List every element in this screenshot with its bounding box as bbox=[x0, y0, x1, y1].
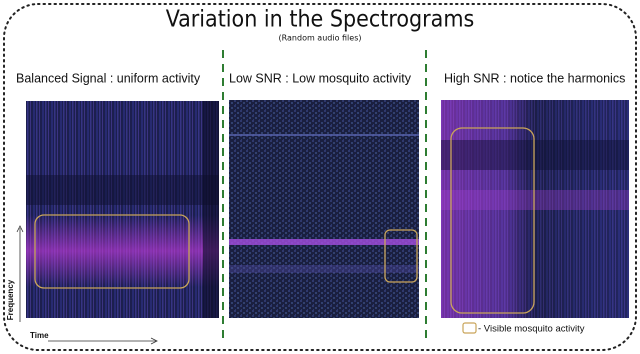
legend-label: - Visible mosquito activity bbox=[478, 324, 585, 335]
panel-label: Low SNR : Low mosquito activity bbox=[229, 71, 412, 85]
spectrogram bbox=[441, 100, 629, 318]
highlight-box bbox=[34, 214, 190, 289]
arrow-head bbox=[16, 225, 24, 233]
arrow-head bbox=[150, 337, 158, 345]
frequency-label: Frequency bbox=[6, 279, 15, 320]
spectrogram bbox=[229, 100, 419, 318]
spectrogram bbox=[26, 101, 219, 318]
subtitle: (Random audio files) bbox=[279, 34, 362, 43]
highlight-box bbox=[450, 127, 535, 314]
legend-swatch bbox=[462, 322, 477, 334]
slide-border bbox=[3, 3, 637, 351]
time-label: Time bbox=[30, 331, 49, 340]
highlight-box bbox=[384, 229, 418, 283]
panel-label: Balanced Signal : uniform activity bbox=[16, 71, 201, 85]
title: Variation in the Spectrograms bbox=[166, 7, 475, 33]
panel-label: High SNR : notice the harmonics bbox=[444, 71, 625, 85]
